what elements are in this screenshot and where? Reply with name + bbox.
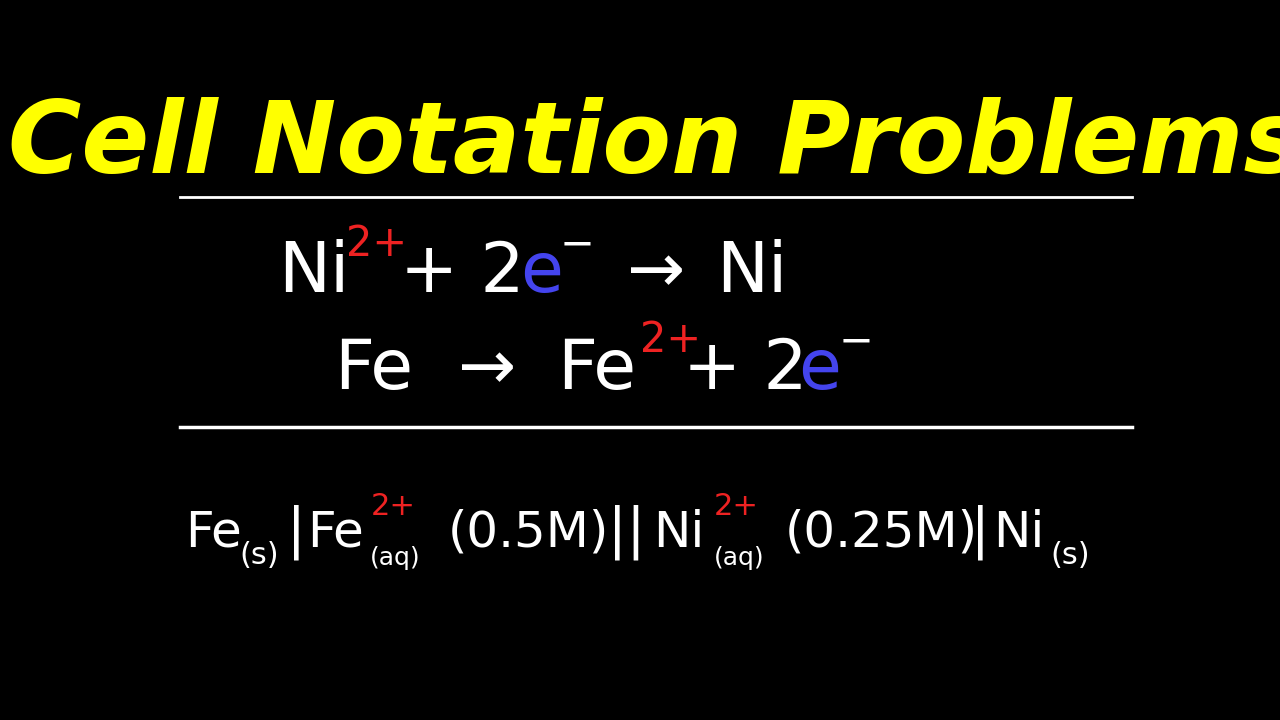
Text: (aq): (aq)	[713, 546, 764, 570]
Text: 2+: 2+	[713, 492, 759, 521]
Text: |: |	[972, 505, 991, 560]
Text: 2+: 2+	[346, 223, 407, 266]
Text: (aq): (aq)	[370, 546, 421, 570]
Text: Fe: Fe	[557, 336, 636, 402]
Text: |: |	[287, 505, 306, 560]
Text: ||: ||	[608, 505, 645, 560]
Text: Ni: Ni	[717, 238, 788, 305]
Text: →: →	[458, 336, 517, 402]
Text: Fe: Fe	[334, 336, 413, 402]
Text: →: →	[627, 238, 685, 305]
Text: 2+: 2+	[370, 492, 415, 521]
Text: (s): (s)	[239, 541, 279, 570]
Text: −: −	[838, 320, 874, 362]
Text: 2+: 2+	[640, 319, 701, 361]
Text: −: −	[559, 223, 594, 266]
Text: Fe: Fe	[184, 509, 242, 557]
Text: Fe: Fe	[307, 509, 364, 557]
Text: (0.25M): (0.25M)	[785, 509, 978, 557]
Text: + 2: + 2	[401, 238, 525, 305]
Text: e: e	[799, 336, 841, 402]
Text: e: e	[521, 238, 563, 305]
Text: (0.5M): (0.5M)	[448, 509, 609, 557]
Text: Ni: Ni	[278, 238, 349, 305]
Text: Cell Notation Problems: Cell Notation Problems	[9, 96, 1280, 193]
Text: (s): (s)	[1051, 541, 1091, 570]
Text: Ni: Ni	[993, 509, 1044, 557]
Text: + 2: + 2	[684, 336, 808, 402]
Text: Ni: Ni	[653, 509, 704, 557]
